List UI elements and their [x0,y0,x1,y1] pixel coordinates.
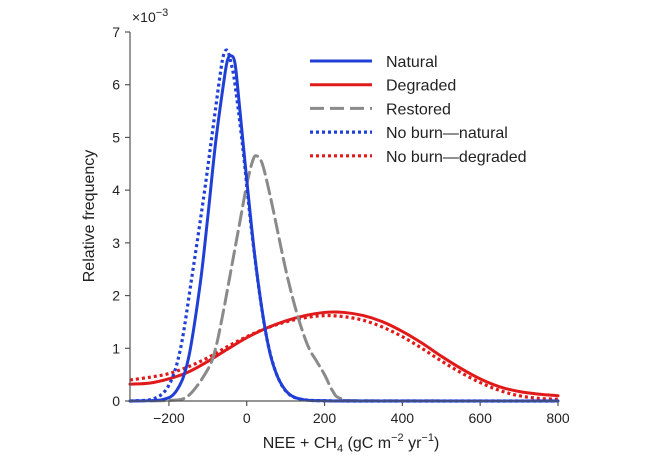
series-line-restored [128,154,560,403]
x-label-main: NEE + CH [263,435,337,452]
x-label-sup2: −1 [421,432,434,444]
y-tick-label: 6 [112,77,120,93]
x-tick-label: 800 [546,410,570,426]
legend-label: No burn—natural [386,125,508,142]
x-tick-label: 600 [469,410,493,426]
x-axis-label: NEE + CH4 (gC m−2 yr−1) [263,432,440,455]
series-line-degraded [128,310,560,398]
x-label-mid: yr [404,435,422,452]
series-line-no-burn-natural [129,48,558,403]
legend: Natural Degraded Restored No burn—natural No… [310,54,527,166]
legend-label: Degraded [386,78,456,95]
y-tick-label: 0 [112,393,120,409]
y-axis-label: Relative frequency [81,150,98,283]
legend-label: No burn—degraded [386,149,527,166]
legend-label: Restored [386,101,451,118]
axes: −200 0 200 400 600 800 0 1 2 3 4 5 6 7 [112,24,570,426]
y-tick-label: 4 [112,182,120,198]
y-tick-label: 3 [112,235,120,251]
x-label-unit-open: (gC m [343,435,391,452]
series-curves [128,48,560,403]
x-label-sub: 4 [337,443,343,455]
series-line-no-burn-degraded [129,313,559,402]
x-tick-label: 0 [243,410,251,426]
series-line-natural [128,54,560,403]
x-tick-label: 400 [391,410,415,426]
legend-label: Natural [386,54,438,71]
y-tick-label: 2 [112,288,120,304]
y-multiplier: ×10−3 [132,7,168,25]
x-label-sup1: −2 [391,432,404,444]
y-tick-label: 5 [112,129,120,145]
y-multiplier-base: ×10 [132,9,156,25]
x-tick-label: 200 [313,410,337,426]
y-multiplier-exp: −3 [156,7,169,19]
x-tick-label: −200 [153,410,185,426]
y-tick-label: 7 [112,24,120,40]
y-tick-label: 1 [112,340,120,356]
x-label-close: ) [434,435,439,452]
